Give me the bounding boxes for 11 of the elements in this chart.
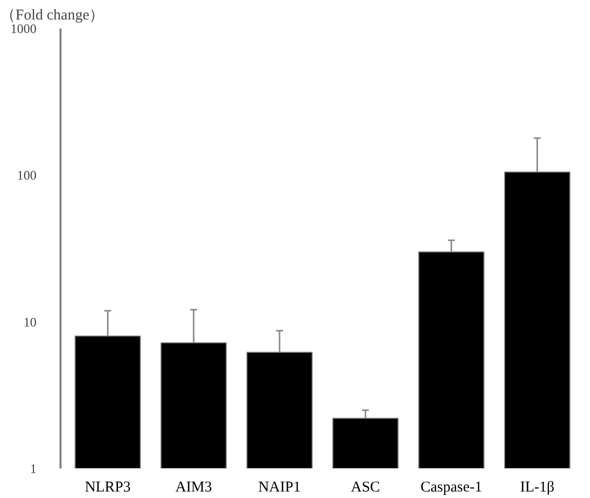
x-tick-label: NAIP1 xyxy=(258,480,301,496)
x-tick-label: ASC xyxy=(350,480,380,496)
y-tick-label: 1000 xyxy=(10,21,36,36)
x-tick-label: NLRP3 xyxy=(84,480,131,496)
y-tick-label: 100 xyxy=(17,168,36,183)
x-tick-label: AIM3 xyxy=(175,480,212,496)
y-axis-title: （Fold change） xyxy=(0,8,104,24)
x-tick-label: IL-1β xyxy=(520,480,554,496)
y-tick-label: 1 xyxy=(30,461,36,476)
y-tick-label: 10 xyxy=(24,314,36,330)
x-tick-label: Caspase-1 xyxy=(420,480,482,496)
